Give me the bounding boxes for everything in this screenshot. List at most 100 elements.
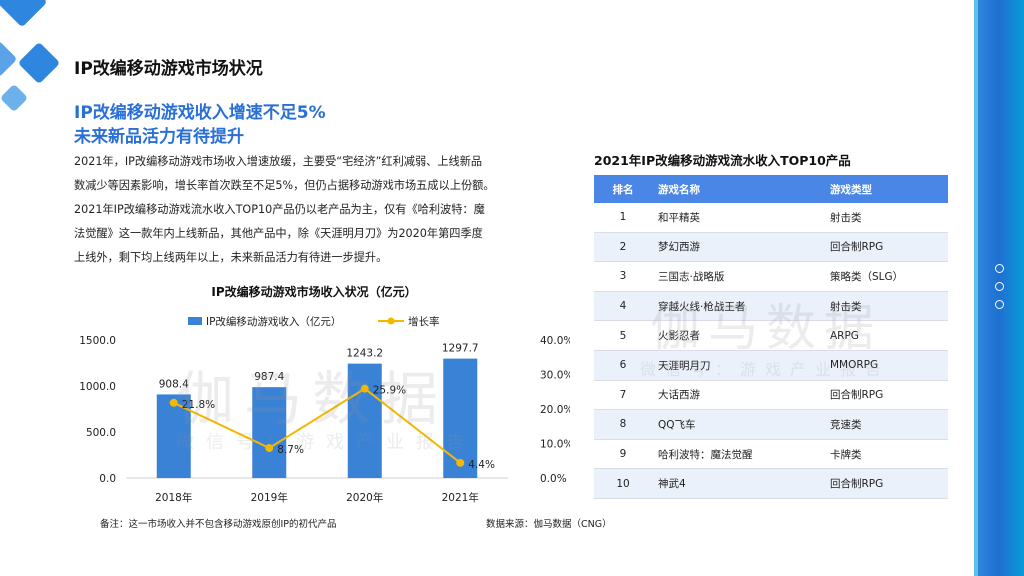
game-type-cell: 回合制RPG <box>828 232 948 263</box>
rank-cell: 8 <box>594 409 652 440</box>
legend-line-label: 增长率 <box>408 315 440 328</box>
growth-value-label: 21.8% <box>182 399 215 411</box>
game-name-cell: 三国志·战略版 <box>652 261 828 292</box>
game-type-cell: ARPG <box>828 320 948 351</box>
game-name-cell: QQ飞车 <box>652 409 828 440</box>
body-line: 上线外，剩下均上线两年以上，未来新品活力有待进一步提升。 <box>74 251 388 264</box>
game-type-cell: 回合制RPG <box>828 468 948 499</box>
logo-diamond-tiny <box>0 83 29 113</box>
game-name-cell: 和平精英 <box>652 203 828 233</box>
page-title: IP改编移动游戏市场状况 <box>74 59 263 79</box>
table-row: 9 哈利波特：魔法觉醒 卡牌类 <box>594 439 948 470</box>
game-type-cell: MMORPG <box>828 350 948 381</box>
legend-bar-label: IP改编移动游戏收入（亿元） <box>206 315 341 328</box>
footnote: 备注：这一市场收入并不包含移动游戏原创IP的初代产品 <box>100 519 337 530</box>
y-right-tick: 30.0% <box>540 370 570 382</box>
growth-value-label: 8.7% <box>277 444 304 456</box>
rank-cell: 6 <box>594 350 652 381</box>
table-row: 8 QQ飞车 竞速类 <box>594 409 948 440</box>
logo-diamond-small <box>0 40 18 78</box>
table-row: 3 三国志·战略版 策略类（SLG） <box>594 261 948 292</box>
rank-cell: 5 <box>594 320 652 351</box>
x-tick-label: 2021年 <box>442 491 479 504</box>
subtitle-line-2: 未来新品活力有待提升 <box>74 127 244 147</box>
watermark-slogan-right: 微信号：游戏产业报告 <box>640 360 891 379</box>
bar-2021年 <box>443 358 478 478</box>
game-type-cell: 竞速类 <box>828 409 948 440</box>
game-type-cell: 回合制RPG <box>828 380 948 411</box>
game-name-cell: 天涯明月刀 <box>652 350 828 381</box>
growth-point <box>265 443 274 452</box>
game-type-cell: 卡牌类 <box>828 439 948 470</box>
x-tick-label: 2020年 <box>346 491 383 504</box>
table-row: 1 和平精英 射击类 <box>594 203 948 233</box>
table-row: 2 梦幻西游 回合制RPG <box>594 232 948 263</box>
body-line: 法觉醒》这一款年内上线新品，其他产品中，除《天涯明月刀》为2020年第四季度 <box>74 227 483 240</box>
revenue-growth-chart: IP改编移动游戏收入（亿元） 增长率 0.0 500.0 1000.0 1500.0 0.0… <box>79 315 570 504</box>
header-game-name: 游戏名称 <box>652 175 828 203</box>
page-dot-2[interactable] <box>995 282 1004 291</box>
bar-value-label: 1297.7 <box>442 343 479 355</box>
table-row: 7 大话西游 回合制RPG <box>594 380 948 411</box>
game-name-cell: 穿越火线·枪战王者 <box>652 291 828 322</box>
page-dot-1[interactable] <box>995 264 1004 273</box>
growth-value-label: 4.4% <box>468 459 495 471</box>
bar-2020年 <box>347 363 382 478</box>
y-right-tick: 40.0% <box>540 335 570 347</box>
logo-diamond-medium <box>17 41 61 85</box>
data-source: 数据来源：伽马数据（CNG） <box>486 519 612 530</box>
page-dot-3[interactable] <box>995 300 1004 309</box>
side-band-edge <box>974 0 978 576</box>
y-left-tick: 0.0 <box>99 473 116 485</box>
rank-cell: 4 <box>594 291 652 322</box>
y-right-tick: 10.0% <box>540 439 570 451</box>
watermark-slogan-left: 微信号：游戏产业报告 <box>176 432 476 453</box>
growth-point <box>456 458 465 467</box>
game-type-cell: 策略类（SLG） <box>828 261 948 292</box>
game-type-cell: 射击类 <box>828 291 948 322</box>
header-game-type: 游戏类型 <box>828 175 948 203</box>
table-header-row: 排名 游戏名称 游戏类型 <box>594 175 948 203</box>
growth-point <box>360 384 369 393</box>
rank-cell: 1 <box>594 203 652 233</box>
table-row: 6 天涯明月刀 MMORPG <box>594 350 948 381</box>
growth-line <box>173 387 461 464</box>
rank-cell: 9 <box>594 439 652 470</box>
table-row: 4 穿越火线·枪战王者 射击类 <box>594 291 948 322</box>
legend-line-marker <box>387 317 395 325</box>
game-name-cell: 大话西游 <box>652 380 828 411</box>
x-tick-label: 2019年 <box>251 491 288 504</box>
header-rank: 排名 <box>594 175 652 203</box>
game-name-cell: 梦幻西游 <box>652 232 828 263</box>
x-tick-label: 2018年 <box>155 491 192 504</box>
bar-value-label: 908.4 <box>159 378 189 390</box>
rank-cell: 7 <box>594 380 652 411</box>
table-row: 5 火影忍者 ARPG <box>594 320 948 351</box>
table-row: 10 神武4 回合制RPG <box>594 468 948 499</box>
y-right-tick: 20.0% <box>540 404 570 416</box>
y-left-tick: 1000.0 <box>79 381 116 393</box>
chart-title: IP改编移动游戏市场收入状况（亿元） <box>211 285 417 299</box>
game-type-cell: 射击类 <box>828 203 948 233</box>
y-right-tick: 0.0% <box>540 473 567 485</box>
y-left-tick: 500.0 <box>86 427 116 439</box>
body-line: 2021年IP改编移动游戏流水收入TOP10产品仍以老产品为主，仅有《哈利波特：… <box>74 203 485 216</box>
watermark-brand-left: 伽马数据 <box>176 365 449 433</box>
logo-diamond-large <box>0 0 48 28</box>
bar-value-label: 987.4 <box>254 371 284 383</box>
growth-value-label: 25.9% <box>373 385 406 397</box>
legend-bar-swatch <box>188 317 202 325</box>
rank-cell: 2 <box>594 232 652 263</box>
top10-table: 排名 游戏名称 游戏类型 1 和平精英 射击类 2 梦幻西游 回合制RPG 3 三国志·战… <box>594 175 948 499</box>
game-name-cell: 火影忍者 <box>652 320 828 351</box>
body-line: 2021年，IP改编移动游戏市场收入增速放缓，主要受“宅经济”红利减弱、上线新品 <box>74 155 483 168</box>
body-paragraph: 2021年，IP改编移动游戏市场收入增速放缓，主要受“宅经济”红利减弱、上线新品… <box>74 150 562 270</box>
table-title: 2021年IP改编移动游戏流水收入TOP10产品 <box>594 153 851 168</box>
subtitle-line-1: IP改编移动游戏收入增速不足5% <box>74 103 326 123</box>
y-left-tick: 1500.0 <box>79 335 116 347</box>
game-name-cell: 神武4 <box>652 468 828 499</box>
bar-2019年 <box>252 387 287 478</box>
watermark-brand-right: 伽马数据 <box>650 299 882 357</box>
rank-cell: 3 <box>594 261 652 292</box>
game-name-cell: 哈利波特：魔法觉醒 <box>652 439 828 470</box>
